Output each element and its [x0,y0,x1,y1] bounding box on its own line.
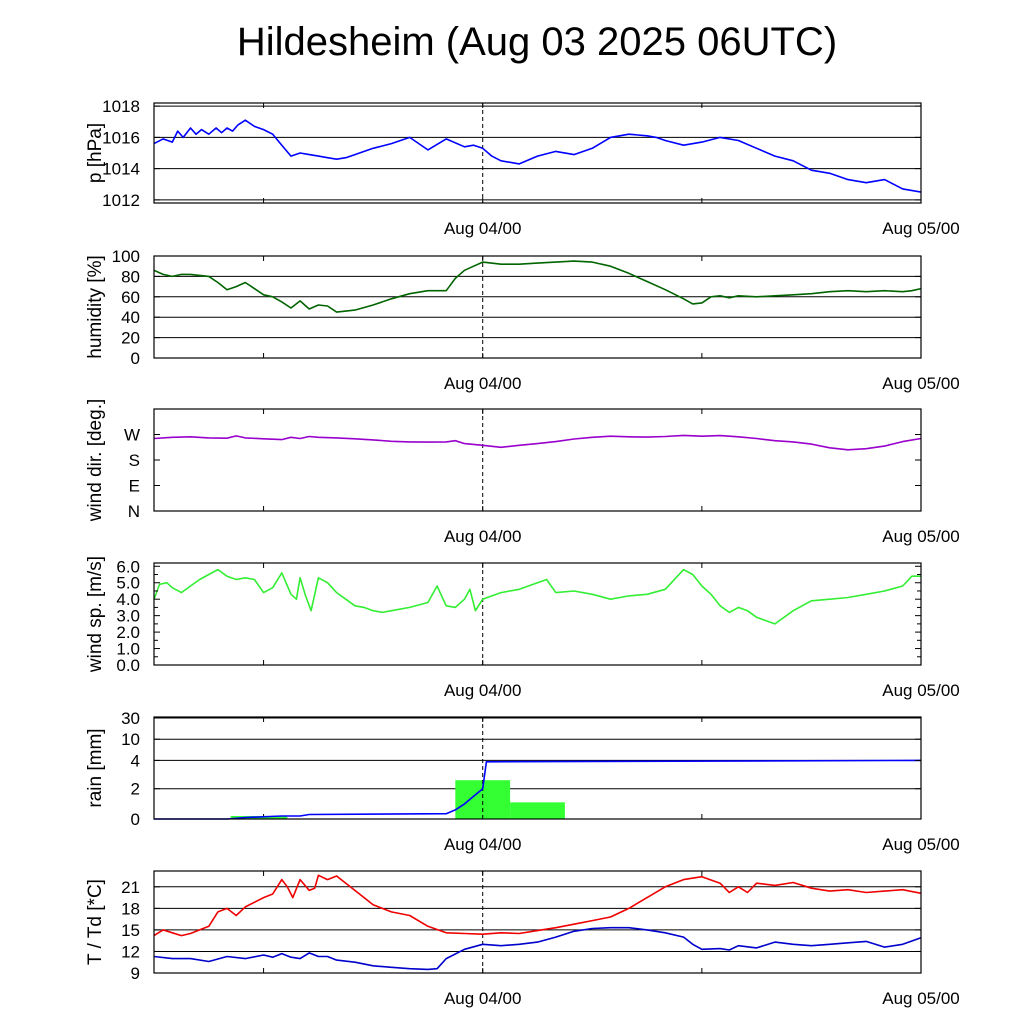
x-tick-label: Aug 05/00 [882,219,960,238]
y-tick-label: 100 [112,247,140,266]
series-line-wind_speed [153,568,921,625]
chart-title: Hildesheim (Aug 03 2025 06UTC) [236,20,838,64]
y-tick-label: 60 [121,288,140,307]
y-tick-label: E [129,477,140,496]
x-tick-label: Aug 04/00 [444,527,522,546]
panel-wind_speed: 0.01.02.03.04.05.06.0 wind sp. [m/s] Aug 0… [85,556,960,700]
rain-bar [510,802,565,819]
y-tick-label: 0.0 [116,656,140,675]
y-tick-label: W [124,426,140,445]
y-tick-label: 2.0 [116,623,140,642]
y-axis-label: T / Td [*C] [85,879,106,965]
y-tick-label: 40 [121,308,140,327]
x-tick-label: Aug 05/00 [882,835,960,854]
y-axis-label: humidity [%] [85,255,106,358]
y-tick-label: 21 [121,878,140,897]
y-axis-label: wind sp. [m/s] [85,556,106,673]
y-axis-label: wind dir. [deg.] [85,399,106,523]
y-tick-label: 20 [121,329,140,348]
y-tick-label: 4.0 [116,590,140,609]
x-tick-label: Aug 05/00 [882,681,960,700]
x-tick-label: Aug 05/00 [882,374,960,393]
x-tick-label: Aug 04/00 [444,835,522,854]
panel-rain: 0 2 4 10 30 rain [mm] Aug 04/00 Aug 05/00 [85,709,960,854]
y-tick-label: 6.0 [116,557,140,576]
y-tick-label: 80 [121,267,140,286]
plot-frame [153,716,922,820]
y-tick-label: 30 [121,709,140,728]
y-tick-label: 1012 [102,191,140,210]
y-tick-label: 15 [121,921,140,940]
panel-pressure: 1012 1014 1016 1018 p [hPa] Aug 04/00 Aug 05/0… [85,97,960,238]
x-tick-label: Aug 04/00 [444,219,522,238]
y-tick-label: 10 [121,730,140,749]
plot-frame [153,870,922,974]
x-tick-label: Aug 05/00 [882,989,960,1008]
y-tick-label: 1.0 [116,640,140,659]
panel-temperature: 9 12 15 18 21 T / Td [*C] Aug 04/00 Aug 05/00 [85,870,960,1008]
y-tick-label: 3.0 [116,607,140,626]
y-tick-label: 0 [131,349,140,368]
y-tick-label: 1018 [102,97,140,116]
series-line-T [153,874,922,937]
series-line-rain [154,759,922,820]
series-line-pressure [153,119,922,193]
y-axis-label: rain [mm] [85,728,106,807]
plot-frame [153,408,922,512]
y-tick-label: 0 [131,810,140,829]
y-tick-label: 18 [121,899,140,918]
y-tick-label: 12 [121,942,140,961]
y-tick-label: 5.0 [116,574,140,593]
y-tick-label: 1016 [102,128,140,147]
plot-frame [153,102,922,204]
plot-frame [153,562,922,666]
y-tick-label: 9 [131,964,140,983]
x-tick-label: Aug 04/00 [444,681,522,700]
y-tick-label: S [129,451,140,470]
series-line-Td [153,926,922,971]
x-tick-label: Aug 04/00 [444,989,522,1008]
x-tick-label: Aug 04/00 [444,374,522,393]
y-tick-label: 2 [131,780,140,799]
series-line-wind_direction [153,434,922,451]
y-tick-label: N [128,502,140,521]
y-axis-label: p [hPa] [85,123,106,183]
y-tick-label: 1014 [102,160,140,179]
x-tick-label: Aug 05/00 [882,527,960,546]
series-line-humidity [153,260,922,313]
plot-frame [153,255,922,359]
y-tick-label: 4 [131,751,140,770]
